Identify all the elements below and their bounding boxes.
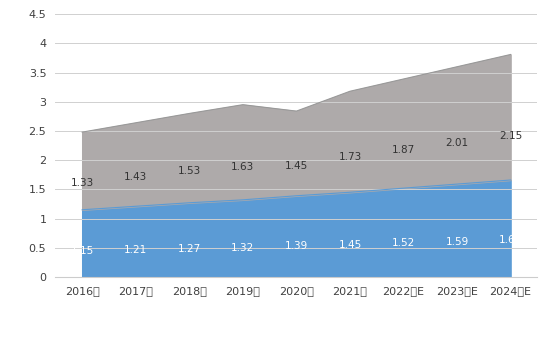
- Text: 2.15: 2.15: [499, 131, 522, 141]
- Text: 1.73: 1.73: [338, 152, 362, 162]
- Text: 1.52: 1.52: [392, 238, 415, 248]
- Text: 1.59: 1.59: [445, 237, 469, 247]
- Text: 1.32: 1.32: [231, 242, 254, 253]
- Text: 1.66: 1.66: [499, 235, 522, 245]
- Text: 1.43: 1.43: [124, 172, 147, 182]
- Text: 2.01: 2.01: [445, 138, 469, 148]
- Text: 1.27: 1.27: [178, 244, 201, 254]
- Text: 1.63: 1.63: [231, 162, 254, 171]
- Legend: 全球医药市场规模（万亿美元）, 中国医药市场规模（万亿元）: 全球医药市场规模（万亿美元）, 中国医药市场规模（万亿元）: [121, 352, 356, 355]
- Text: 1.39: 1.39: [285, 241, 308, 251]
- Text: 1.45: 1.45: [338, 240, 362, 250]
- Text: 1.45: 1.45: [285, 161, 308, 171]
- Text: 1.53: 1.53: [178, 166, 201, 176]
- Text: 1.15: 1.15: [70, 246, 94, 256]
- Text: 1.33: 1.33: [70, 178, 94, 187]
- Text: 1.87: 1.87: [392, 145, 415, 155]
- Text: 1.21: 1.21: [124, 245, 147, 255]
